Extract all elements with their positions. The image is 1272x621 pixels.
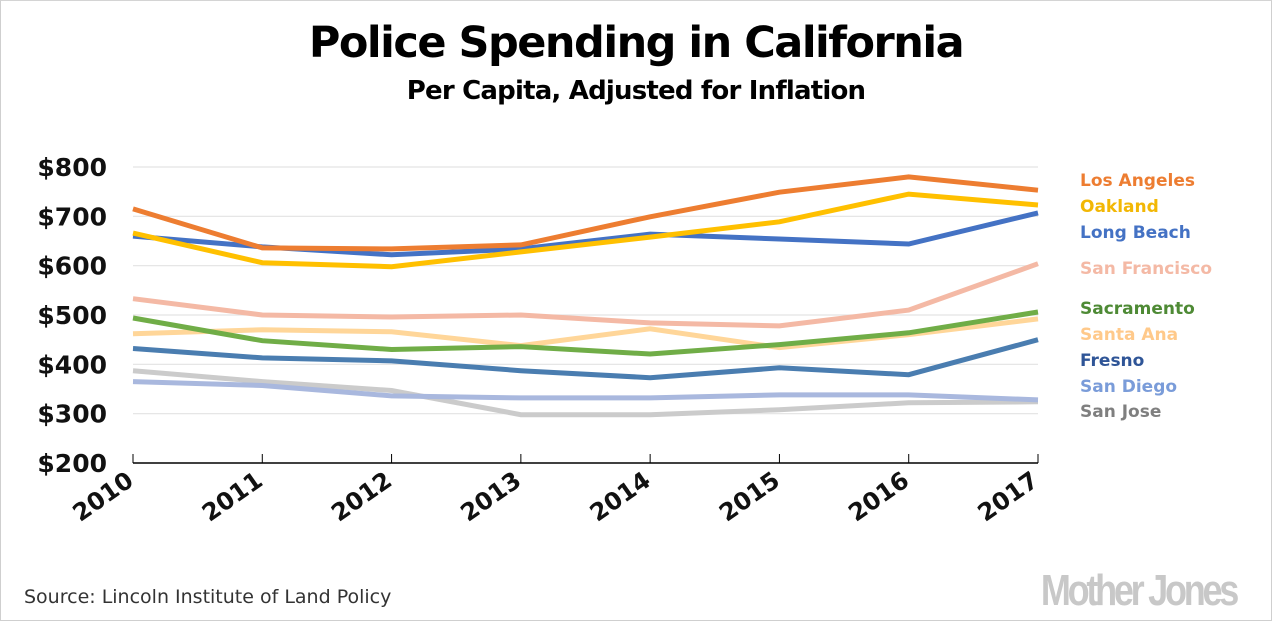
legend-label-oakland: Oakland <box>1080 197 1159 217</box>
series-line-sacramento <box>132 309 1039 357</box>
y-tick-label: $300 <box>37 400 107 429</box>
legend-label-santa-ana: Santa Ana <box>1080 325 1178 345</box>
series-line-oakland <box>132 191 1039 270</box>
legend: Los Angeles Oakland Long Beach San Francisc… <box>1080 171 1212 422</box>
x-tick-label: 2012 <box>326 466 397 527</box>
brand-logo: Mother Jones <box>1040 566 1239 615</box>
legend-label-sacramento: Sacramento <box>1080 299 1195 319</box>
x-tick-label: 2013 <box>456 466 527 527</box>
legend-label-fresno: Fresno <box>1080 351 1144 371</box>
series-line-san-francisco <box>132 261 1039 329</box>
legend-label-san-jose: San Jose <box>1080 402 1161 422</box>
x-tick-label: 2011 <box>197 466 268 527</box>
y-tick-label: $400 <box>37 350 107 379</box>
series-line-san-diego <box>132 379 1039 403</box>
x-tick-label: 2015 <box>714 466 785 527</box>
legend-label-los-angeles: Los Angeles <box>1080 171 1195 191</box>
series-lines <box>132 174 1039 418</box>
x-tick-label: 2017 <box>973 466 1044 527</box>
y-axis-ticks: $200 $300 $400 $500 $600 $700 $800 <box>37 153 107 478</box>
source-note: Source: Lincoln Institute of Land Policy <box>24 586 392 608</box>
chart-subtitle: Per Capita, Adjusted for Inflation <box>406 76 866 106</box>
x-tick-label: 2014 <box>585 466 656 527</box>
legend-label-san-francisco: San Francisco <box>1080 259 1212 279</box>
y-tick-label: $600 <box>37 252 107 281</box>
x-tick-label: 2016 <box>843 466 914 527</box>
x-axis: 2010 2011 2012 2013 2014 2015 2016 2017 <box>68 454 1044 527</box>
series-line-fresno <box>132 337 1039 381</box>
y-tick-label: $800 <box>37 153 107 182</box>
series-line-los-angeles <box>132 174 1039 252</box>
y-tick-label: $200 <box>37 449 107 478</box>
legend-label-long-beach: Long Beach <box>1080 223 1191 243</box>
y-tick-label: $700 <box>37 202 107 231</box>
legend-label-san-diego: San Diego <box>1080 377 1177 397</box>
series-line-san-jose <box>132 368 1039 418</box>
y-tick-label: $500 <box>37 301 107 330</box>
chart-title: Police Spending in California <box>308 18 965 68</box>
